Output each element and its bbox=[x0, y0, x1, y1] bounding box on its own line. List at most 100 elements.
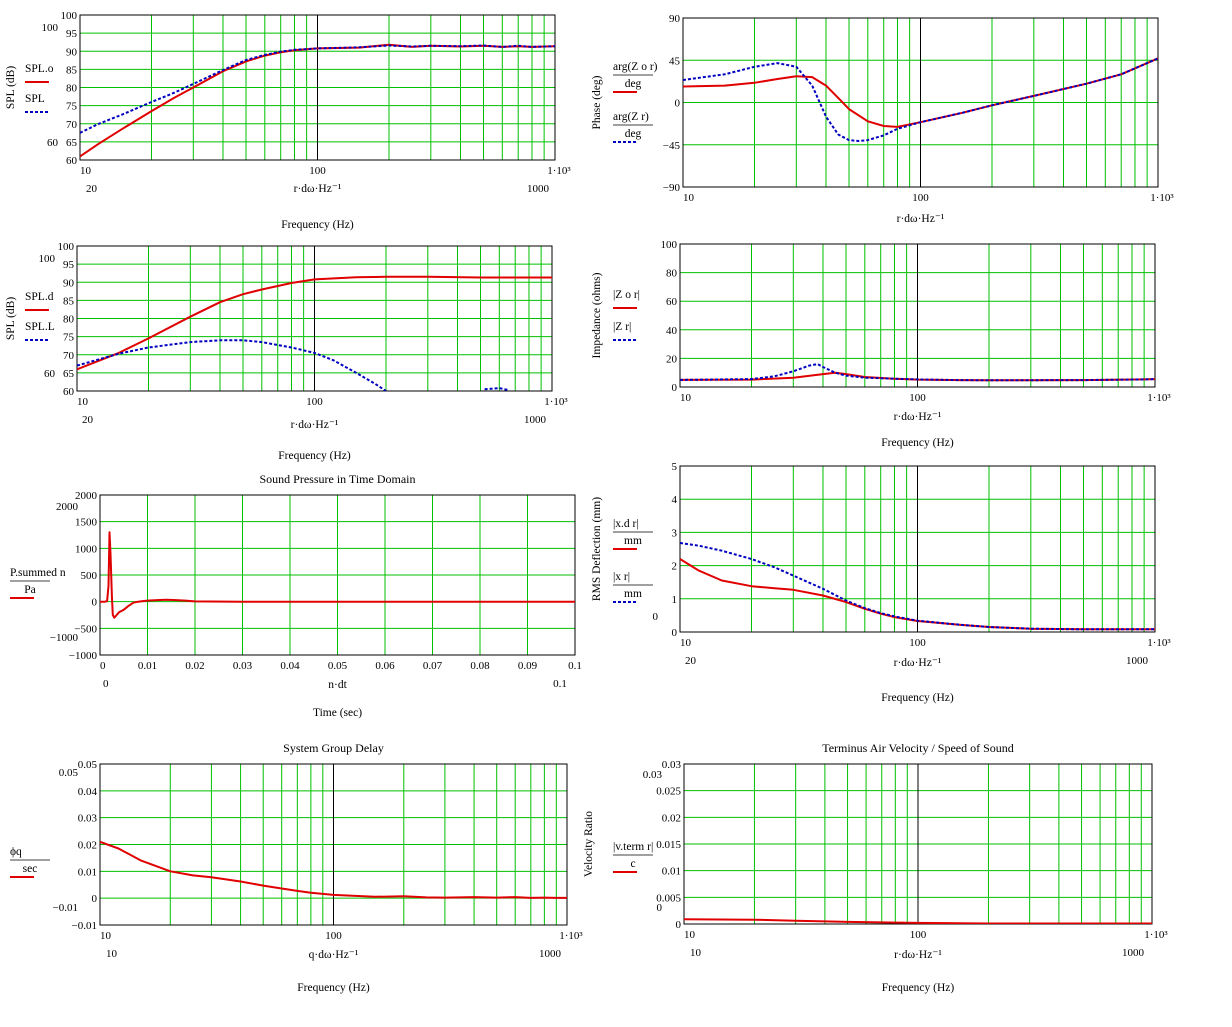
legend-label: SPL.o bbox=[25, 63, 54, 75]
y-tick-label: 65 bbox=[66, 137, 78, 149]
legend-denominator: Pa bbox=[24, 584, 36, 596]
plot-frame bbox=[99, 494, 576, 656]
y-tick-label: 0 bbox=[676, 919, 682, 931]
x-tick-label: 0.01 bbox=[138, 660, 157, 672]
x-tick-label: 100 bbox=[309, 165, 326, 177]
y-tick-label: 0.02 bbox=[662, 812, 681, 824]
chart-c6: 0 1 2 3 4 5 10 100 1·10³ 20 1000 0 r·dω·Hz⁻¹ Frequenc… bbox=[591, 461, 1171, 704]
chart-title: Terminus Air Velocity / Speed of Sound bbox=[822, 741, 1014, 755]
x-tick-label: 100 bbox=[909, 637, 926, 649]
grid-c5 bbox=[100, 495, 575, 655]
y-tick-label: 70 bbox=[66, 119, 78, 131]
y-marker-top: 0.03 bbox=[643, 769, 663, 781]
x-axis-title: Time (sec) bbox=[313, 707, 362, 719]
y-tick-label: 0 bbox=[675, 98, 681, 110]
x-marker-right: 1000 bbox=[1126, 655, 1149, 667]
series-line-spl-o bbox=[80, 43, 555, 158]
x-marker-left: 10 bbox=[106, 948, 118, 960]
y-axis-title: RMS Deflection (mm) bbox=[591, 497, 603, 601]
legend-entry: |x.d r| mm bbox=[613, 518, 653, 550]
legend-label: |v.term r| bbox=[613, 841, 653, 853]
y-axis-title: Impedance (ohms) bbox=[591, 272, 603, 358]
y-axis-title: Velocity Ratio bbox=[583, 811, 595, 877]
plot-frame bbox=[683, 763, 1153, 925]
y-tick-label: 85 bbox=[63, 295, 75, 307]
plot-frame bbox=[682, 17, 1159, 188]
y-tick-label: 500 bbox=[81, 570, 98, 582]
y-tick-label: 100 bbox=[661, 239, 678, 251]
y-tick-label: −0.01 bbox=[72, 920, 97, 932]
y-tick-label: 90 bbox=[66, 46, 78, 58]
y-tick-label: 0.05 bbox=[78, 759, 98, 771]
y-tick-label: 80 bbox=[666, 268, 678, 280]
legend-label: SPL bbox=[25, 93, 45, 105]
legend-label: |Z r| bbox=[613, 321, 631, 333]
x-tick-label: 1·10³ bbox=[1147, 637, 1171, 649]
x-marker-left: 20 bbox=[685, 655, 697, 667]
x-tick-label: 0.02 bbox=[185, 660, 204, 672]
legend-entry: |Z o r| bbox=[613, 289, 640, 309]
x-axis-title: Frequency (Hz) bbox=[278, 450, 351, 462]
legend-label: SPL.d bbox=[25, 291, 54, 303]
x-tick-label: 0.05 bbox=[328, 660, 348, 672]
y-marker-bottom: −0.01 bbox=[53, 902, 78, 914]
y-tick-label: 0.025 bbox=[656, 786, 681, 798]
series-line--v-term-c bbox=[684, 918, 1152, 924]
x-axis-title: Frequency (Hz) bbox=[881, 692, 954, 704]
y-tick-label: 0.03 bbox=[662, 759, 682, 771]
y-tick-label: 60 bbox=[666, 296, 678, 308]
legend-label: arg(Z o r) bbox=[613, 61, 658, 73]
y-tick-label: 80 bbox=[66, 83, 78, 95]
y-tick-label: 90 bbox=[669, 13, 681, 25]
y-tick-label: 2 bbox=[672, 561, 678, 573]
x-marker-left: 20 bbox=[82, 414, 94, 426]
y-tick-label: 2000 bbox=[75, 490, 98, 502]
legend-entry: P.summed n Pa bbox=[10, 567, 66, 599]
x-marker-left: 20 bbox=[86, 183, 98, 195]
x-tick-label: 0.1 bbox=[568, 660, 582, 672]
y-tick-label: 45 bbox=[669, 55, 681, 67]
chart-title: Sound Pressure in Time Domain bbox=[259, 472, 415, 486]
series-line-phi-q bbox=[100, 840, 567, 899]
x-tick-label: 1·10³ bbox=[1144, 929, 1168, 941]
y-tick-label: −1000 bbox=[69, 650, 98, 662]
x-tick-label: 100 bbox=[912, 192, 929, 204]
legend-entry: |v.term r| c bbox=[613, 841, 653, 873]
y-tick-label: 80 bbox=[63, 314, 75, 326]
x-marker-left: 0 bbox=[103, 678, 109, 690]
y-tick-label: 0.01 bbox=[78, 866, 97, 878]
legend-entry: SPL.d bbox=[25, 291, 54, 311]
y-tick-label: 0 bbox=[92, 893, 98, 905]
series-line--z- bbox=[680, 363, 1155, 382]
y-marker-bottom: 60 bbox=[44, 368, 56, 380]
x-axis-title: Frequency (Hz) bbox=[297, 982, 370, 994]
legend-denominator: deg bbox=[625, 128, 642, 140]
y-tick-label: 1500 bbox=[75, 517, 98, 529]
x-tick-label: 1·10³ bbox=[559, 930, 583, 942]
y-tick-label: 60 bbox=[63, 386, 75, 398]
x-axis-title: Frequency (Hz) bbox=[882, 982, 955, 994]
x-tick-label: 0.09 bbox=[518, 660, 538, 672]
x-tick-label: 0.06 bbox=[375, 660, 395, 672]
y-tick-label: 1000 bbox=[75, 543, 98, 555]
y-marker-bottom: 0 bbox=[653, 611, 659, 623]
legend-entry: |x r| mm bbox=[613, 571, 653, 603]
y-tick-label: 65 bbox=[63, 368, 75, 380]
y-tick-label: 75 bbox=[63, 332, 75, 344]
legend-denominator: sec bbox=[23, 863, 38, 875]
legend-label: P.summed n bbox=[10, 567, 66, 579]
y-marker-top: 0.05 bbox=[59, 767, 79, 779]
y-tick-label: 0 bbox=[672, 382, 678, 394]
x-tick-label: 1·10³ bbox=[547, 165, 571, 177]
x-tick-label: 10 bbox=[100, 930, 112, 942]
chart-title: System Group Delay bbox=[283, 741, 384, 755]
series-line-arg-zo- bbox=[683, 57, 1158, 128]
y-axis-title: SPL (dB) bbox=[5, 297, 17, 341]
y-marker-bottom: 60 bbox=[47, 137, 59, 149]
chart-c2: −90 −45 0 45 90 10 100 1·10³ r·dω·Hz⁻¹ Phase (deg… bbox=[591, 13, 1174, 225]
x-marker-left: 10 bbox=[690, 947, 702, 959]
legend-entry: arg(Z o r) deg bbox=[613, 61, 658, 93]
x-marker-right: 1000 bbox=[524, 414, 547, 426]
